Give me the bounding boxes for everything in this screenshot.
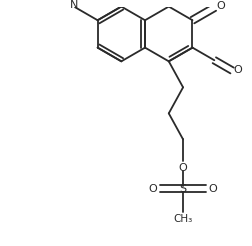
Text: N: N xyxy=(70,0,78,10)
Text: O: O xyxy=(179,163,187,173)
Text: S: S xyxy=(179,184,187,194)
Text: CH₃: CH₃ xyxy=(173,214,193,224)
Text: O: O xyxy=(234,64,242,75)
Text: O: O xyxy=(209,184,217,194)
Text: O: O xyxy=(149,184,158,194)
Text: O: O xyxy=(216,1,225,12)
